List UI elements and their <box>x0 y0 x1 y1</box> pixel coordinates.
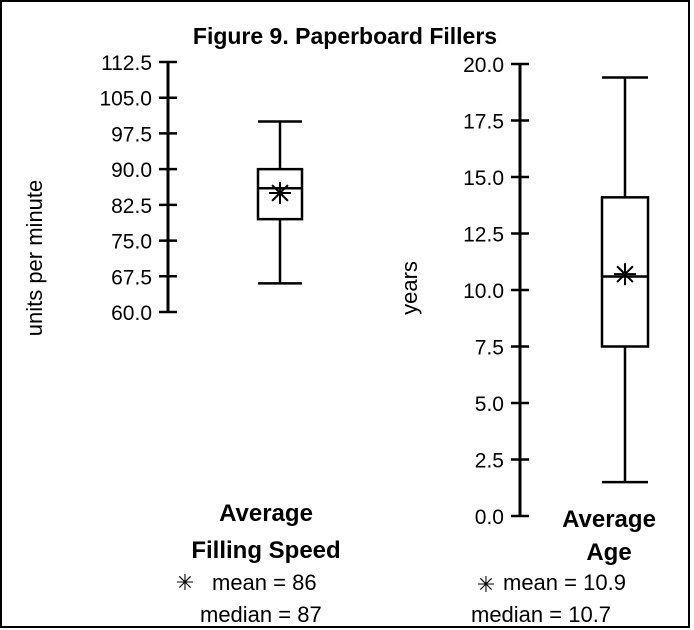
mean-legend-text: mean = 86 <box>212 570 317 595</box>
mean-legend-text: mean = 10.9 <box>503 570 626 595</box>
age-chart: 0.0 2.5 5.0 7.5 10.0 12.5 15.0 17.5 20.0 years A… <box>397 54 656 627</box>
y-tick-label: 2.5 <box>475 450 504 473</box>
y-tick-label: 67.5 <box>111 266 152 289</box>
y-tick-label: 75.0 <box>111 231 152 254</box>
y-tick-label: 17.5 <box>463 111 504 134</box>
interquartile-box <box>600 196 650 348</box>
y-tick-label: 15.0 <box>463 167 504 190</box>
mean-legend-symbol: ✳ <box>477 572 495 597</box>
y-tick-label: 0.0 <box>475 506 504 529</box>
y-tick-label: 90.0 <box>111 159 152 182</box>
mean-marker <box>614 263 636 286</box>
filling-speed-chart: 60.0 67.5 75.0 82.5 90.0 97.5 105.0 112.5 units… <box>22 52 341 627</box>
y-tick-label: 20.0 <box>463 54 504 77</box>
y-tick-label: 82.5 <box>111 195 152 218</box>
y-tick-label: 5.0 <box>475 393 504 416</box>
y-axis-label-speed: units per minute <box>22 180 47 337</box>
interquartile-box <box>256 167 304 221</box>
mean-marker <box>269 181 291 204</box>
median-legend-text: median = 87 <box>200 602 322 627</box>
x-axis-label-line1: Average <box>219 500 313 527</box>
median-legend-text: median = 10.7 <box>471 602 611 627</box>
x-axis-label-line1: Average <box>562 506 656 533</box>
x-axis-label-line2: Age <box>586 539 631 566</box>
y-tick-label: 60.0 <box>111 302 152 325</box>
y-axis-label-age: years <box>397 261 422 315</box>
y-tick-label: 105.0 <box>99 88 152 111</box>
y-tick-label: 10.0 <box>463 280 504 303</box>
mean-legend-symbol: ✳ <box>176 570 194 595</box>
chart-title: Figure 9. Paperboard Fillers <box>193 23 497 49</box>
y-tick-label: 7.5 <box>475 337 504 360</box>
x-axis-label-line2: Filling Speed <box>191 537 340 564</box>
y-tick-label: 12.5 <box>463 224 504 247</box>
y-tick-label: 97.5 <box>111 123 152 146</box>
y-tick-label: 112.5 <box>101 52 152 75</box>
